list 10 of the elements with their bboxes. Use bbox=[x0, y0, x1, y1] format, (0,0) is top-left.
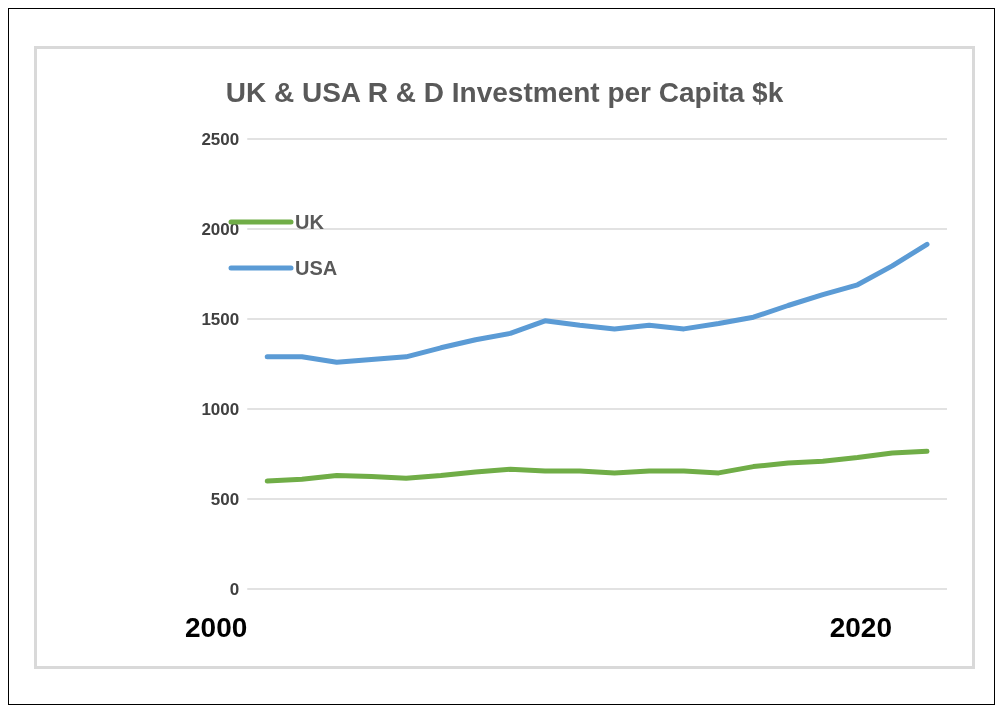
legend-label: USA bbox=[295, 256, 338, 280]
y-tick-label: 500 bbox=[210, 490, 240, 510]
legend-label: UK bbox=[295, 210, 324, 234]
chart-title: UK & USA R & D Investment per Capita $k bbox=[224, 77, 785, 109]
y-tick-label: 1000 bbox=[201, 400, 240, 420]
text: 2020 bbox=[829, 612, 892, 644]
y-tick-label: 0 bbox=[229, 580, 240, 600]
y-tick-label: 1500 bbox=[201, 310, 240, 330]
y-tick-label: 2000 bbox=[201, 220, 240, 240]
y-tick-label: 2500 bbox=[201, 130, 240, 150]
